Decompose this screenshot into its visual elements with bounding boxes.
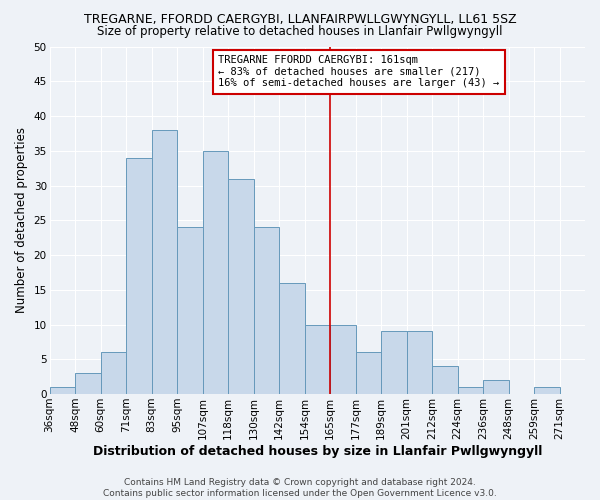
Bar bbox=[203, 151, 228, 394]
Text: Size of property relative to detached houses in Llanfair Pwllgwyngyll: Size of property relative to detached ho… bbox=[97, 25, 503, 38]
Bar bbox=[381, 332, 407, 394]
Bar bbox=[228, 178, 254, 394]
Bar bbox=[177, 227, 203, 394]
Bar bbox=[432, 366, 458, 394]
Bar bbox=[152, 130, 177, 394]
Bar bbox=[483, 380, 509, 394]
Bar bbox=[50, 387, 75, 394]
X-axis label: Distribution of detached houses by size in Llanfair Pwllgwyngyll: Distribution of detached houses by size … bbox=[92, 444, 542, 458]
Bar bbox=[305, 324, 330, 394]
Text: TREGARNE FFORDD CAERGYBI: 161sqm
← 83% of detached houses are smaller (217)
16% : TREGARNE FFORDD CAERGYBI: 161sqm ← 83% o… bbox=[218, 55, 499, 88]
Bar bbox=[458, 387, 483, 394]
Bar bbox=[356, 352, 381, 394]
Bar bbox=[126, 158, 152, 394]
Bar bbox=[330, 324, 356, 394]
Bar bbox=[254, 227, 279, 394]
Bar bbox=[101, 352, 126, 394]
Text: Contains HM Land Registry data © Crown copyright and database right 2024.
Contai: Contains HM Land Registry data © Crown c… bbox=[103, 478, 497, 498]
Bar bbox=[534, 387, 560, 394]
Text: TREGARNE, FFORDD CAERGYBI, LLANFAIRPWLLGWYNGYLL, LL61 5SZ: TREGARNE, FFORDD CAERGYBI, LLANFAIRPWLLG… bbox=[83, 12, 517, 26]
Bar bbox=[279, 283, 305, 394]
Bar bbox=[75, 373, 101, 394]
Y-axis label: Number of detached properties: Number of detached properties bbox=[15, 128, 28, 314]
Bar bbox=[407, 332, 432, 394]
